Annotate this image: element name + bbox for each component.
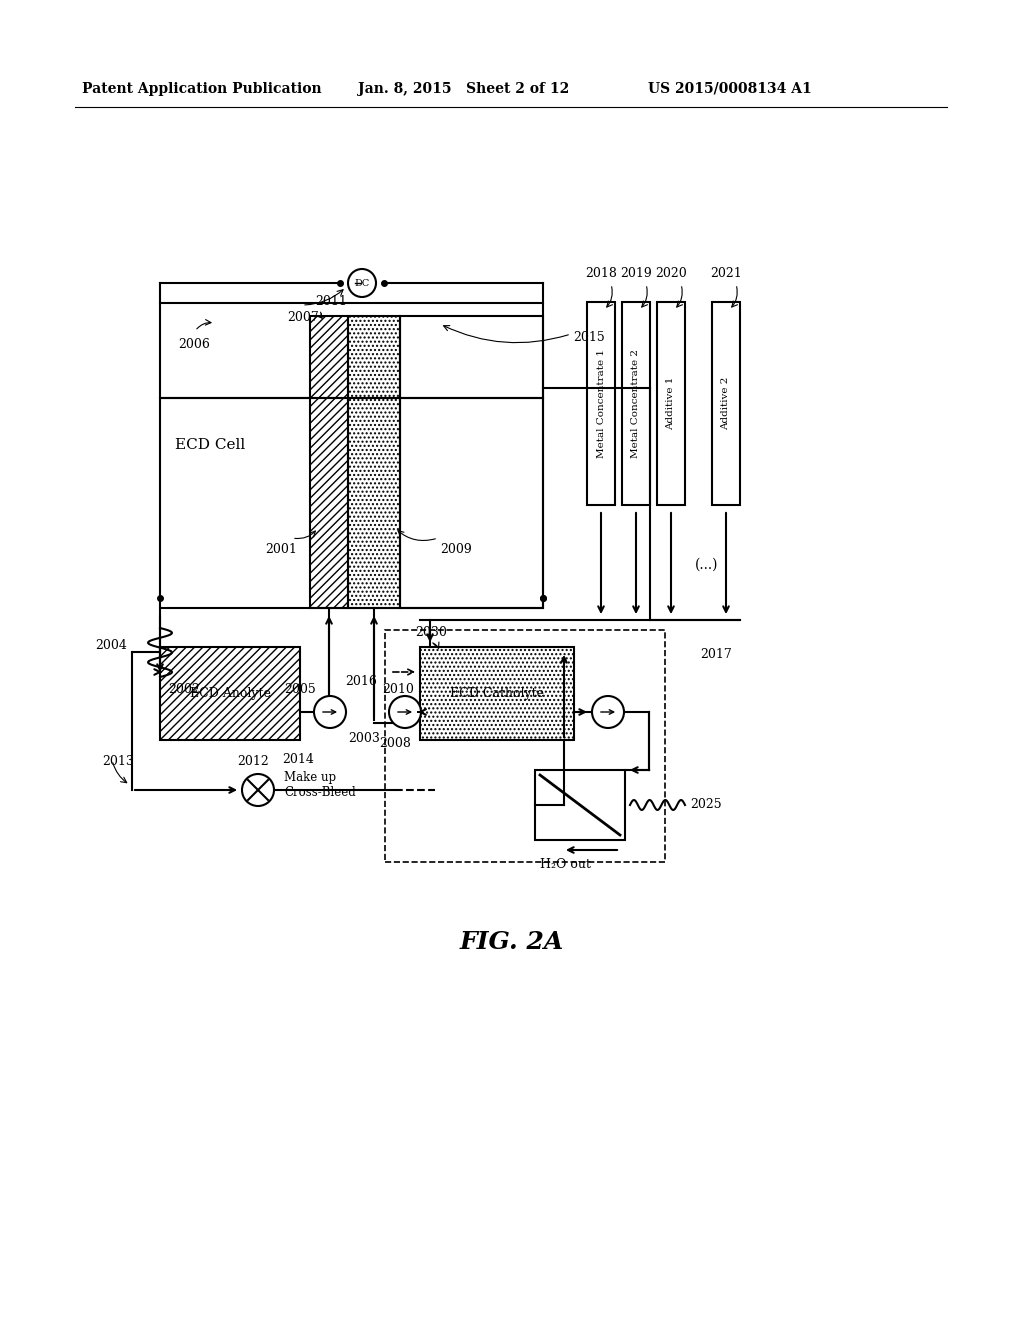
Bar <box>400 315 543 609</box>
Text: (...): (...) <box>695 558 719 572</box>
Text: 2019: 2019 <box>621 267 652 280</box>
Text: Metal Concentrate 1: Metal Concentrate 1 <box>597 348 605 458</box>
Text: 2001: 2001 <box>265 543 297 556</box>
Text: 2030: 2030 <box>415 626 446 639</box>
Text: Jan. 8, 2015   Sheet 2 of 12: Jan. 8, 2015 Sheet 2 of 12 <box>358 82 569 96</box>
Text: US 2015/0008134 A1: US 2015/0008134 A1 <box>648 82 812 96</box>
Bar <box>657 302 685 506</box>
Bar <box>622 302 650 506</box>
Circle shape <box>314 696 346 729</box>
Text: ECD Catholyte: ECD Catholyte <box>450 686 544 700</box>
Bar <box>535 770 625 840</box>
Text: 2025: 2025 <box>690 799 722 812</box>
Circle shape <box>592 696 624 729</box>
Text: 2012: 2012 <box>238 755 269 768</box>
Text: 2011: 2011 <box>315 294 347 308</box>
Text: 2021: 2021 <box>710 267 741 280</box>
Bar <box>348 315 400 609</box>
Text: 2009: 2009 <box>440 543 472 556</box>
Bar <box>420 647 574 741</box>
Text: 2004: 2004 <box>95 639 127 652</box>
Text: ECD Cell: ECD Cell <box>175 438 246 451</box>
Text: 2005: 2005 <box>284 682 315 696</box>
Text: 2018: 2018 <box>585 267 616 280</box>
Text: 2013: 2013 <box>102 755 134 768</box>
Bar <box>385 630 665 862</box>
Bar <box>310 315 348 609</box>
Text: 2006: 2006 <box>178 338 210 351</box>
Text: 2020: 2020 <box>655 267 687 280</box>
Bar <box>160 304 543 399</box>
Text: 2003: 2003 <box>348 733 380 744</box>
Bar <box>160 399 543 609</box>
Text: H₂O out: H₂O out <box>540 858 591 871</box>
Text: 2015: 2015 <box>573 331 605 345</box>
Circle shape <box>348 269 376 297</box>
Text: 2014: 2014 <box>282 752 314 766</box>
Text: 2010: 2010 <box>382 682 414 696</box>
Text: 2007: 2007 <box>287 312 318 323</box>
Text: ECD Anolyte: ECD Anolyte <box>189 686 270 700</box>
Text: Make up
Cross-Bleed: Make up Cross-Bleed <box>284 771 355 800</box>
Text: DC: DC <box>354 280 370 289</box>
Text: Metal Concentrate 2: Metal Concentrate 2 <box>632 348 640 458</box>
Text: Patent Application Publication: Patent Application Publication <box>82 82 322 96</box>
Text: 2008: 2008 <box>379 737 411 750</box>
Text: Additive 2: Additive 2 <box>722 376 730 430</box>
Text: FIG. 2A: FIG. 2A <box>460 931 564 954</box>
Text: 2002: 2002 <box>168 682 200 696</box>
Text: 2017: 2017 <box>700 648 732 661</box>
Bar <box>587 302 615 506</box>
Bar <box>712 302 740 506</box>
Circle shape <box>242 774 274 807</box>
Circle shape <box>389 696 421 729</box>
Bar <box>160 647 300 741</box>
Text: Additive 1: Additive 1 <box>667 376 676 430</box>
Text: 2016: 2016 <box>345 675 377 688</box>
